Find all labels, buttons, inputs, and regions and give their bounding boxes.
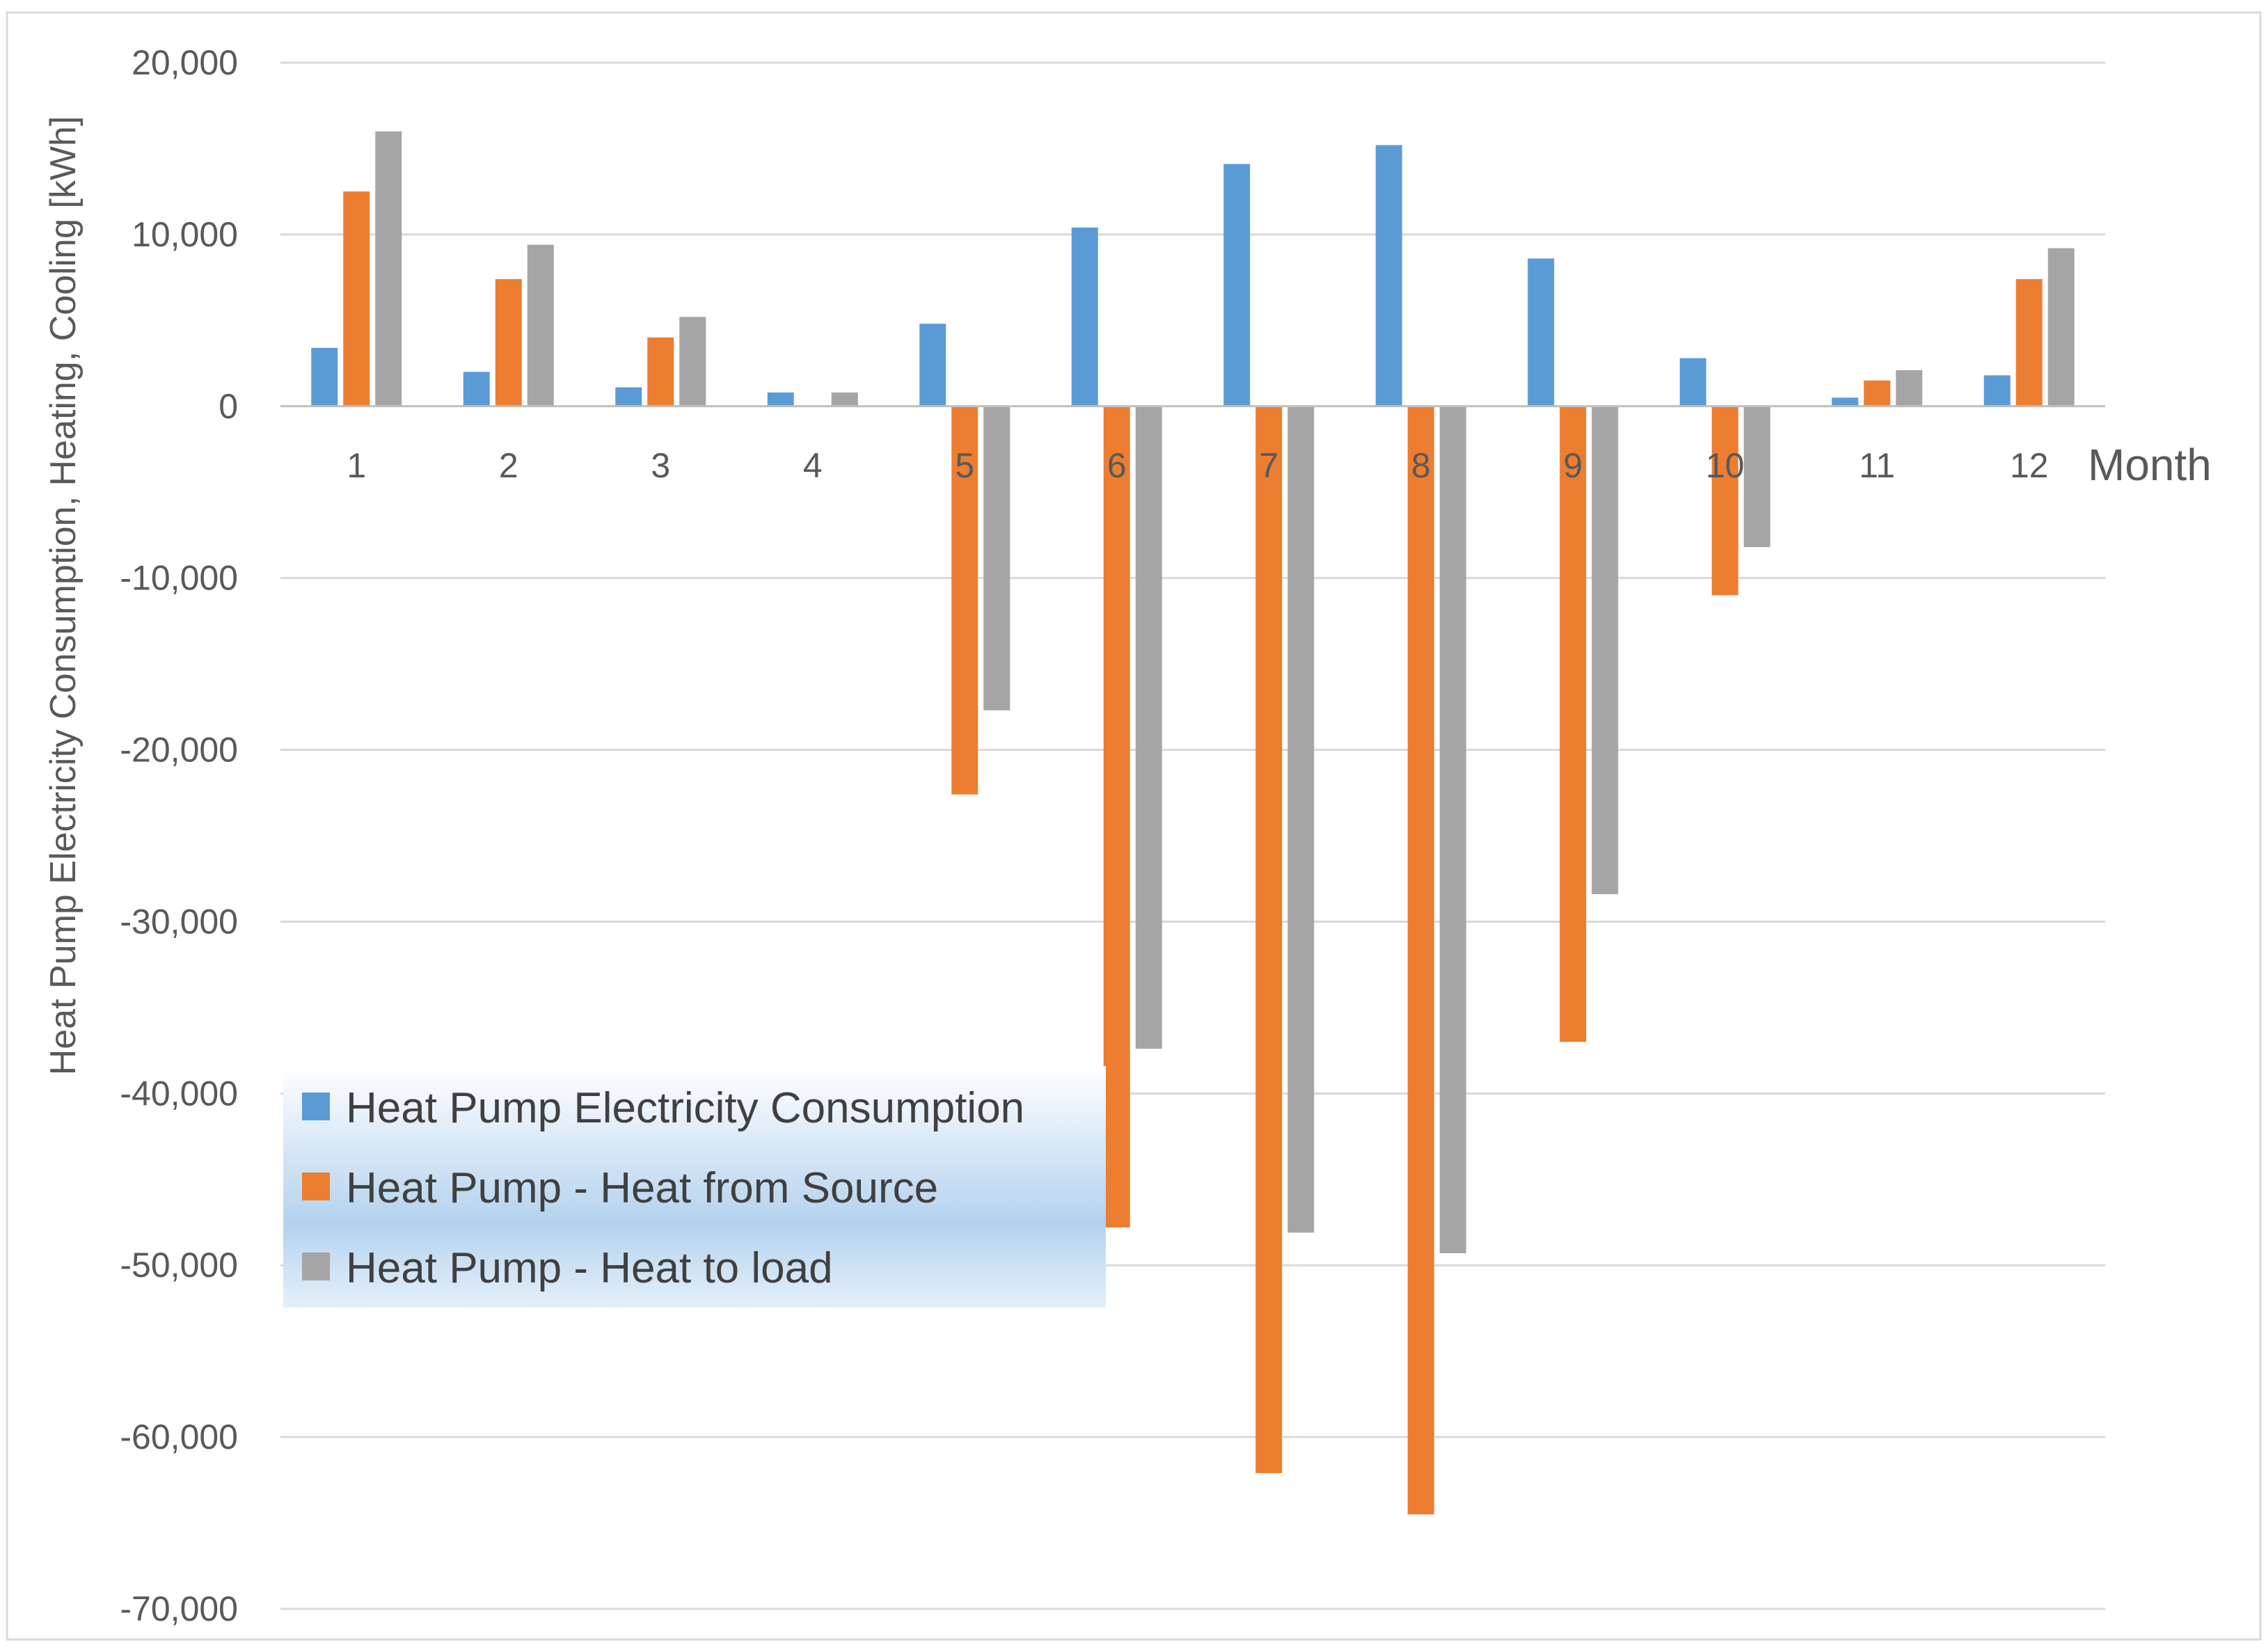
bar-series-2-month-2 <box>495 279 522 406</box>
legend-swatch-2 <box>302 1173 330 1200</box>
legend-swatch-1 <box>302 1093 330 1120</box>
y-tick-label: -20,000 <box>120 731 238 770</box>
bar-series-3-month-12 <box>2047 248 2075 406</box>
y-axis-title: Heat Pump Electricity Consumption, Heati… <box>43 116 84 1076</box>
bar-series-2-month-8 <box>1407 406 1434 1515</box>
bar-series-2-month-7 <box>1255 406 1283 1473</box>
y-tick-label: 20,000 <box>132 43 238 82</box>
bar-series-1-month-4 <box>767 392 794 406</box>
bar-series-3-month-1 <box>375 131 402 406</box>
bar-series-3-month-10 <box>1743 406 1770 548</box>
y-tick-label: -50,000 <box>120 1246 238 1285</box>
x-tick-label: 10 <box>1706 446 1745 485</box>
bar-series-1-month-7 <box>1223 164 1251 406</box>
bar-series-1-month-1 <box>311 347 338 406</box>
x-tick-label: 11 <box>1859 446 1895 485</box>
x-tick-label: 4 <box>803 446 823 485</box>
x-axis-tick-labels: 1 2 3 4 5 6 7 8 9 10 11 12 <box>347 446 2048 485</box>
y-tick-label: 0 <box>219 387 238 426</box>
bar-series-1-month-10 <box>1679 358 1706 406</box>
x-tick-label: 2 <box>499 446 518 485</box>
x-tick-label: 8 <box>1411 446 1431 485</box>
y-tick-label: -40,000 <box>120 1074 238 1113</box>
x-tick-label: 1 <box>347 446 366 485</box>
bar-series-2-month-9 <box>1560 406 1587 1042</box>
y-tick-label: -10,000 <box>120 559 238 598</box>
bar-series-1-month-5 <box>919 324 946 406</box>
bar-series-1-month-3 <box>615 387 642 406</box>
bar-series-2-month-5 <box>951 406 978 795</box>
bar-series-2-month-1 <box>343 191 370 406</box>
x-tick-label: 3 <box>651 446 670 485</box>
legend-label-3: Heat Pump - Heat to load <box>346 1244 833 1292</box>
bar-series-1-month-6 <box>1071 228 1098 406</box>
y-tick-label: 10,000 <box>132 215 238 254</box>
gridlines <box>280 61 2105 1610</box>
x-tick-label: 6 <box>1107 446 1127 485</box>
bar-series-1-month-11 <box>1832 397 1859 406</box>
bars <box>311 131 2075 1515</box>
bar-series-3-month-5 <box>983 406 1010 710</box>
x-tick-label: 9 <box>1563 446 1583 485</box>
bar-series-3-month-8 <box>1439 406 1466 1253</box>
y-axis-tick-labels: 20,000 10,000 0 -10,000 -20,000 -30,000 -40,00… <box>120 43 238 1628</box>
x-tick-label: 12 <box>2010 446 2049 485</box>
legend-background <box>283 1066 1106 1308</box>
x-axis-title: Month <box>2088 440 2212 490</box>
bar-series-2-month-12 <box>2015 279 2043 406</box>
bar-series-3-month-11 <box>1896 370 1923 406</box>
bar-series-2-month-6 <box>1103 406 1130 1228</box>
bar-series-3-month-4 <box>831 392 858 406</box>
x-tick-label: 5 <box>955 446 974 485</box>
legend-swatch-3 <box>302 1253 330 1280</box>
bar-series-3-month-2 <box>527 244 554 406</box>
legend: Heat Pump Electricity Consumption Heat Pu… <box>283 1066 1106 1308</box>
y-tick-label: -60,000 <box>120 1417 238 1456</box>
bar-series-3-month-9 <box>1592 406 1619 894</box>
bar-series-1-month-2 <box>463 372 490 406</box>
bar-series-3-month-6 <box>1135 406 1162 1049</box>
legend-label-2: Heat Pump - Heat from Source <box>346 1164 938 1212</box>
bar-series-2-month-3 <box>647 337 674 406</box>
y-tick-label: -30,000 <box>120 902 238 941</box>
bar-series-1-month-12 <box>1983 375 2011 406</box>
bar-series-2-month-11 <box>1864 380 1891 406</box>
bar-series-2-month-10 <box>1711 406 1738 596</box>
legend-label-1: Heat Pump Electricity Consumption <box>346 1084 1024 1132</box>
legend-items: Heat Pump Electricity Consumption Heat Pu… <box>302 1084 1024 1292</box>
x-tick-label: 7 <box>1259 446 1278 485</box>
bar-series-3-month-3 <box>679 317 706 406</box>
y-tick-label: -70,000 <box>120 1589 238 1628</box>
bar-series-1-month-9 <box>1528 258 1555 406</box>
bar-series-1-month-8 <box>1375 145 1402 406</box>
bar-series-3-month-7 <box>1287 406 1315 1233</box>
